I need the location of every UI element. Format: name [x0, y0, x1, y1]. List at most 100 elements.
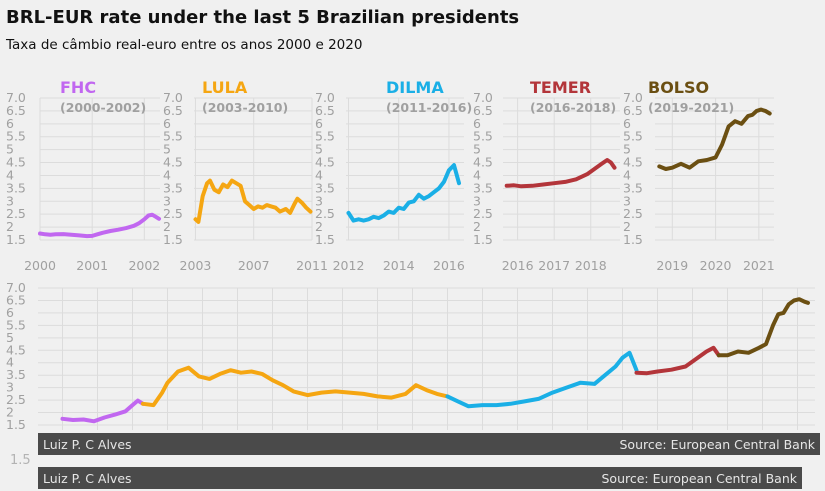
panel-label: DILMA: [386, 78, 444, 97]
subplot-dilma: 1.522.533.544.555.566.57.0 2012 2014 2016 DI…: [315, 78, 472, 273]
series-line-temer: [504, 158, 617, 189]
y-tick-label: 5: [6, 142, 14, 157]
y-tick-label: 3: [623, 193, 631, 208]
series-line-fhc: [60, 398, 145, 424]
series-line-dilma: [445, 350, 639, 409]
y-tick-label: 6: [6, 116, 14, 131]
y-tick-label: 7.0: [6, 90, 26, 105]
y-tick-label: 6.5: [163, 103, 183, 118]
x-tick-label: 2016: [502, 258, 534, 273]
y-tick-label: 7.0: [163, 90, 183, 105]
y-tick-label: 1.5: [473, 232, 493, 247]
y-tick-label: 4.5: [315, 155, 335, 170]
series-line-dilma: [346, 163, 461, 223]
y-tick-label: 4.5: [6, 342, 26, 357]
panel-period: (2019-2021): [648, 100, 734, 115]
panel-label: TEMER: [530, 78, 591, 97]
y-tick-label: 2.5: [163, 206, 183, 221]
panel-period: (2000-2002): [60, 100, 146, 115]
y-tick-label: 3.5: [6, 367, 26, 382]
y-tick-label: 4: [473, 167, 481, 182]
y-tick-label: 5.5: [315, 129, 335, 144]
y-tick-label: 5: [163, 142, 171, 157]
footer-source-duplicate: Source: European Central Bank: [601, 470, 797, 486]
y-tick-label: 3: [163, 193, 171, 208]
y-tick-label: 4.5: [473, 155, 493, 170]
y-tick-label: 7.0: [623, 90, 643, 105]
y-tick-label: 3: [473, 193, 481, 208]
y-tick-label: 4: [623, 167, 631, 182]
y-tick-label: 1.5: [315, 232, 335, 247]
y-tick-label: 2: [6, 219, 14, 234]
y-tick-label: 5.5: [473, 129, 493, 144]
y-tick-label: 5.5: [163, 129, 183, 144]
x-tick-label: 2021: [743, 258, 775, 273]
y-tick-label: 4: [6, 355, 14, 370]
x-tick-label: 2019: [656, 258, 688, 273]
y-tick-label: 4: [315, 167, 323, 182]
y-tick-label: 1.5: [163, 232, 183, 247]
y-tick-label: 2.5: [6, 392, 26, 407]
y-tick-label: 2.5: [473, 206, 493, 221]
x-tick-label: 2011: [296, 258, 328, 273]
panel-period: (2003-2010): [202, 100, 288, 115]
x-tick-label: 2007: [238, 258, 270, 273]
y-tick-label: 4.5: [623, 155, 643, 170]
panel-label: FHC: [60, 78, 96, 97]
series-line-temer: [634, 345, 721, 376]
y-tick-label: 6: [623, 116, 631, 131]
y-tick-label: 5: [623, 142, 631, 157]
x-tick-label: 2016: [433, 258, 465, 273]
x-tick-label: 2020: [700, 258, 732, 273]
y-tick-label: 3.5: [6, 180, 26, 195]
series-line-lula: [141, 365, 450, 408]
y-tick-label: 4.5: [163, 155, 183, 170]
y-tick-label: 1.5: [623, 232, 643, 247]
series-line-fhc: [38, 212, 161, 239]
x-tick-label: 2017: [538, 258, 570, 273]
y-tick-label: 3: [315, 193, 323, 208]
y-tick-label: 3.5: [623, 180, 643, 195]
subplot-temer: 1.522.533.544.555.566.57.0 2016 2017 2018 TE…: [473, 78, 620, 273]
footer-source: Source: European Central Bank: [619, 436, 815, 452]
y-tick-label: 6.5: [6, 103, 26, 118]
y-tick-label: 6.5: [315, 103, 335, 118]
y-tick-label: 7.0: [315, 90, 335, 105]
y-tick-label: 4: [6, 167, 14, 182]
y-tick-label: 4.5: [6, 155, 26, 170]
subplot-bolso: 1.522.533.544.555.566.57.0 2019 2020 2021 BO…: [623, 78, 775, 273]
y-tick-label: 7.0: [473, 90, 493, 105]
x-tick-label: 2000: [24, 258, 56, 273]
y-tick-label: 6: [163, 116, 171, 131]
y-tick-label: 7.0: [6, 280, 26, 295]
series-line-bolso: [657, 107, 772, 171]
x-tick-label: 2012: [333, 258, 365, 273]
chart-subtitle: Taxa de câmbio real-euro entre os anos 2…: [5, 37, 362, 53]
x-tick-label: 2002: [128, 258, 160, 273]
y-tick-label: 5.5: [6, 317, 26, 332]
y-tick-label: 2: [623, 219, 631, 234]
y-tick-label: 2.5: [315, 206, 335, 221]
y-tick-label: 5: [6, 330, 14, 345]
y-tick-label: 2.5: [623, 206, 643, 221]
y-tick-label: 6: [473, 116, 481, 131]
subplot-combined: 1.522.533.544.555.566.57.0: [6, 280, 815, 432]
y-tick-label: 3.5: [473, 180, 493, 195]
series-line-bolso: [716, 297, 810, 358]
panel-label: LULA: [202, 78, 248, 97]
footer-author: Luiz P. C Alves: [43, 436, 132, 452]
y-tick-label: 5.5: [623, 129, 643, 144]
panel-label: BOLSO: [648, 78, 709, 97]
y-tick-label: 3: [6, 380, 14, 395]
subplot-fhc: 1.522.533.544.555.566.57.0 2000 2001 2002 FH…: [6, 78, 161, 273]
y-tick-label: 2: [6, 405, 14, 420]
x-tick-label: 2003: [180, 258, 212, 273]
y-tick-label: 2: [473, 219, 481, 234]
y-tick-label: 3: [6, 193, 14, 208]
y-tick-label: 1.5: [6, 417, 26, 432]
footer-author-duplicate: Luiz P. C Alves: [43, 470, 132, 486]
clipped-tick-remnant: 1.5: [10, 453, 31, 468]
y-tick-label: 5: [315, 142, 323, 157]
